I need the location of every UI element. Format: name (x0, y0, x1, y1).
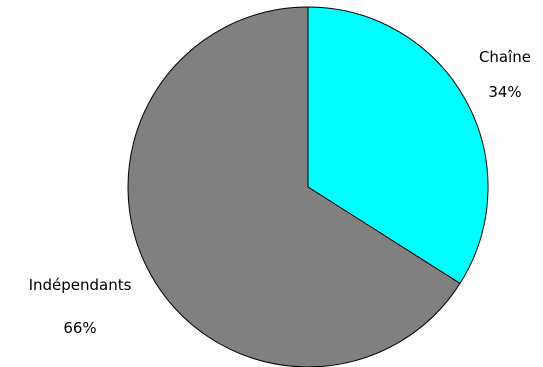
pie-slice-0 (307, 6, 489, 285)
pie-slice-1 (127, 6, 461, 367)
slice-label-chaine-name: Chaîne (479, 48, 531, 66)
slice-label-independants-name: Indépendants (29, 276, 132, 294)
slice-label-chaine: Chaîne 34% (479, 48, 531, 101)
slice-label-independants: Indépendants 66% (29, 276, 132, 337)
slice-label-independants-percent: 66% (63, 319, 96, 337)
pie-slices (127, 6, 489, 367)
slice-label-chaine-percent: 34% (488, 83, 521, 101)
